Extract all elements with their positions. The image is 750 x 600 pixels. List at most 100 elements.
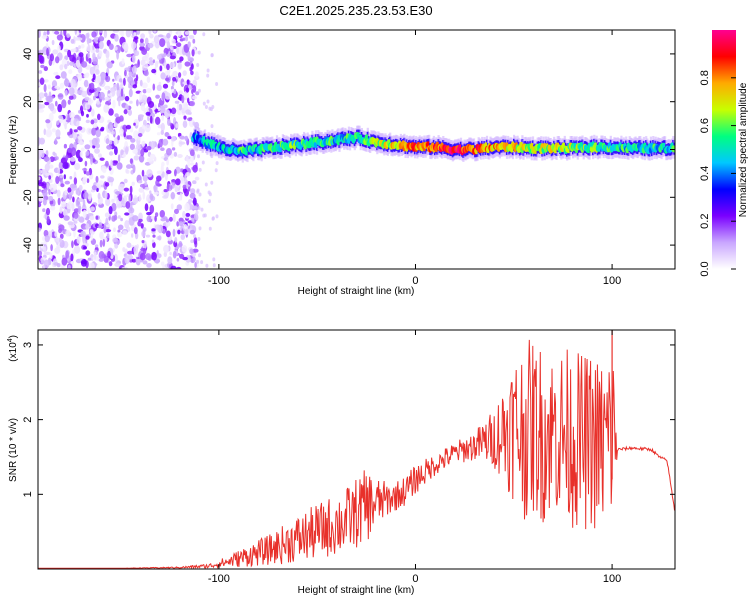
noise-blob — [73, 220, 78, 224]
noise-blob — [100, 175, 105, 179]
noise-blob — [138, 187, 145, 193]
noise-blob — [75, 188, 79, 195]
noise-blob — [109, 124, 114, 132]
noise-blob — [38, 151, 42, 159]
noise-blob — [185, 155, 189, 162]
noise-blob — [48, 189, 51, 195]
noise-blob — [147, 115, 150, 122]
noise-blob — [153, 191, 159, 195]
noise-blob — [146, 211, 152, 216]
noise-blob — [136, 30, 141, 35]
noise-blob — [185, 255, 191, 263]
noise-blob — [74, 162, 81, 171]
noise-blob — [189, 100, 196, 107]
noise-blob — [119, 128, 124, 134]
noise-blob — [70, 253, 74, 262]
noise-blob — [84, 96, 90, 102]
noise-blob — [190, 155, 194, 163]
noise-blob — [173, 90, 176, 95]
noise-blob — [83, 192, 89, 199]
noise-blob — [127, 76, 134, 84]
noise-blob — [194, 262, 197, 269]
noise-blob — [143, 149, 149, 153]
noise-blob — [49, 200, 54, 205]
noise-blob — [143, 63, 149, 69]
noise-blob — [79, 151, 84, 158]
noise-blob — [122, 230, 128, 235]
noise-blob — [162, 171, 165, 178]
noise-blob — [59, 233, 64, 239]
noise-blob — [113, 227, 116, 232]
noise-blob — [78, 198, 85, 202]
noise-blob — [209, 107, 213, 112]
noise-blob — [42, 208, 46, 213]
noise-blob — [59, 82, 65, 89]
noise-blob — [63, 78, 70, 87]
noise-blob — [91, 31, 97, 38]
noise-blob — [88, 57, 92, 64]
noise-blob — [94, 244, 99, 248]
noise-blob — [191, 49, 195, 57]
noise-blob — [43, 79, 49, 83]
noise-blob — [197, 237, 201, 241]
noise-blob — [70, 78, 76, 88]
noise-blob — [137, 220, 142, 227]
noise-blob — [40, 64, 45, 69]
noise-blob — [96, 187, 99, 192]
noise-blob — [39, 137, 45, 145]
noise-blob — [119, 115, 124, 122]
noise-blob — [170, 88, 175, 93]
noise-blob — [88, 193, 92, 202]
noise-blob — [128, 194, 131, 203]
noise-blob — [85, 64, 92, 70]
noise-blob — [155, 94, 161, 99]
noise-blob — [75, 59, 81, 68]
noise-blob — [93, 118, 98, 124]
noise-blob — [68, 69, 73, 75]
noise-blob — [162, 83, 169, 89]
noise-blob — [92, 52, 96, 60]
noise-blob — [48, 175, 52, 180]
noise-blob — [82, 209, 87, 219]
noise-blob — [172, 250, 177, 259]
noise-blob — [102, 238, 106, 247]
noise-blob — [78, 110, 81, 114]
noise-blob — [183, 91, 189, 99]
noise-blob — [77, 207, 81, 215]
noise-blob — [117, 224, 124, 231]
noise-blob — [91, 108, 95, 117]
noise-blob — [46, 30, 50, 35]
noise-blob — [159, 38, 166, 48]
noise-blob — [197, 88, 201, 93]
noise-blob — [142, 260, 148, 265]
noise-blob — [82, 199, 86, 207]
noise-blob — [183, 115, 187, 120]
noise-blob — [192, 164, 198, 173]
noise-blob — [73, 177, 78, 185]
noise-blob — [182, 210, 186, 219]
noise-blob — [105, 160, 109, 167]
noise-blob — [187, 160, 191, 168]
chart-title: C2E1.2025.235.23.53.E30 — [279, 3, 432, 18]
noise-blob — [137, 133, 143, 137]
noise-blob — [146, 215, 152, 223]
noise-blob — [206, 68, 210, 73]
noise-blob — [164, 77, 170, 82]
noise-blob — [98, 251, 105, 260]
noise-blob — [56, 189, 61, 198]
noise-blob — [105, 75, 111, 83]
noise-blob — [38, 176, 41, 181]
noise-blob — [55, 100, 58, 107]
noise-blob — [179, 253, 185, 259]
noise-blob — [73, 129, 78, 133]
noise-blob — [43, 84, 47, 93]
noise-blob — [175, 123, 179, 129]
noise-blob — [160, 122, 165, 132]
noise-blob — [106, 233, 110, 239]
noise-blob — [46, 47, 49, 57]
x-tick-label: -100 — [208, 275, 230, 287]
noise-blob — [156, 250, 159, 256]
noise-blob — [206, 99, 210, 104]
noise-blob — [105, 138, 110, 145]
noise-blob — [210, 124, 214, 129]
